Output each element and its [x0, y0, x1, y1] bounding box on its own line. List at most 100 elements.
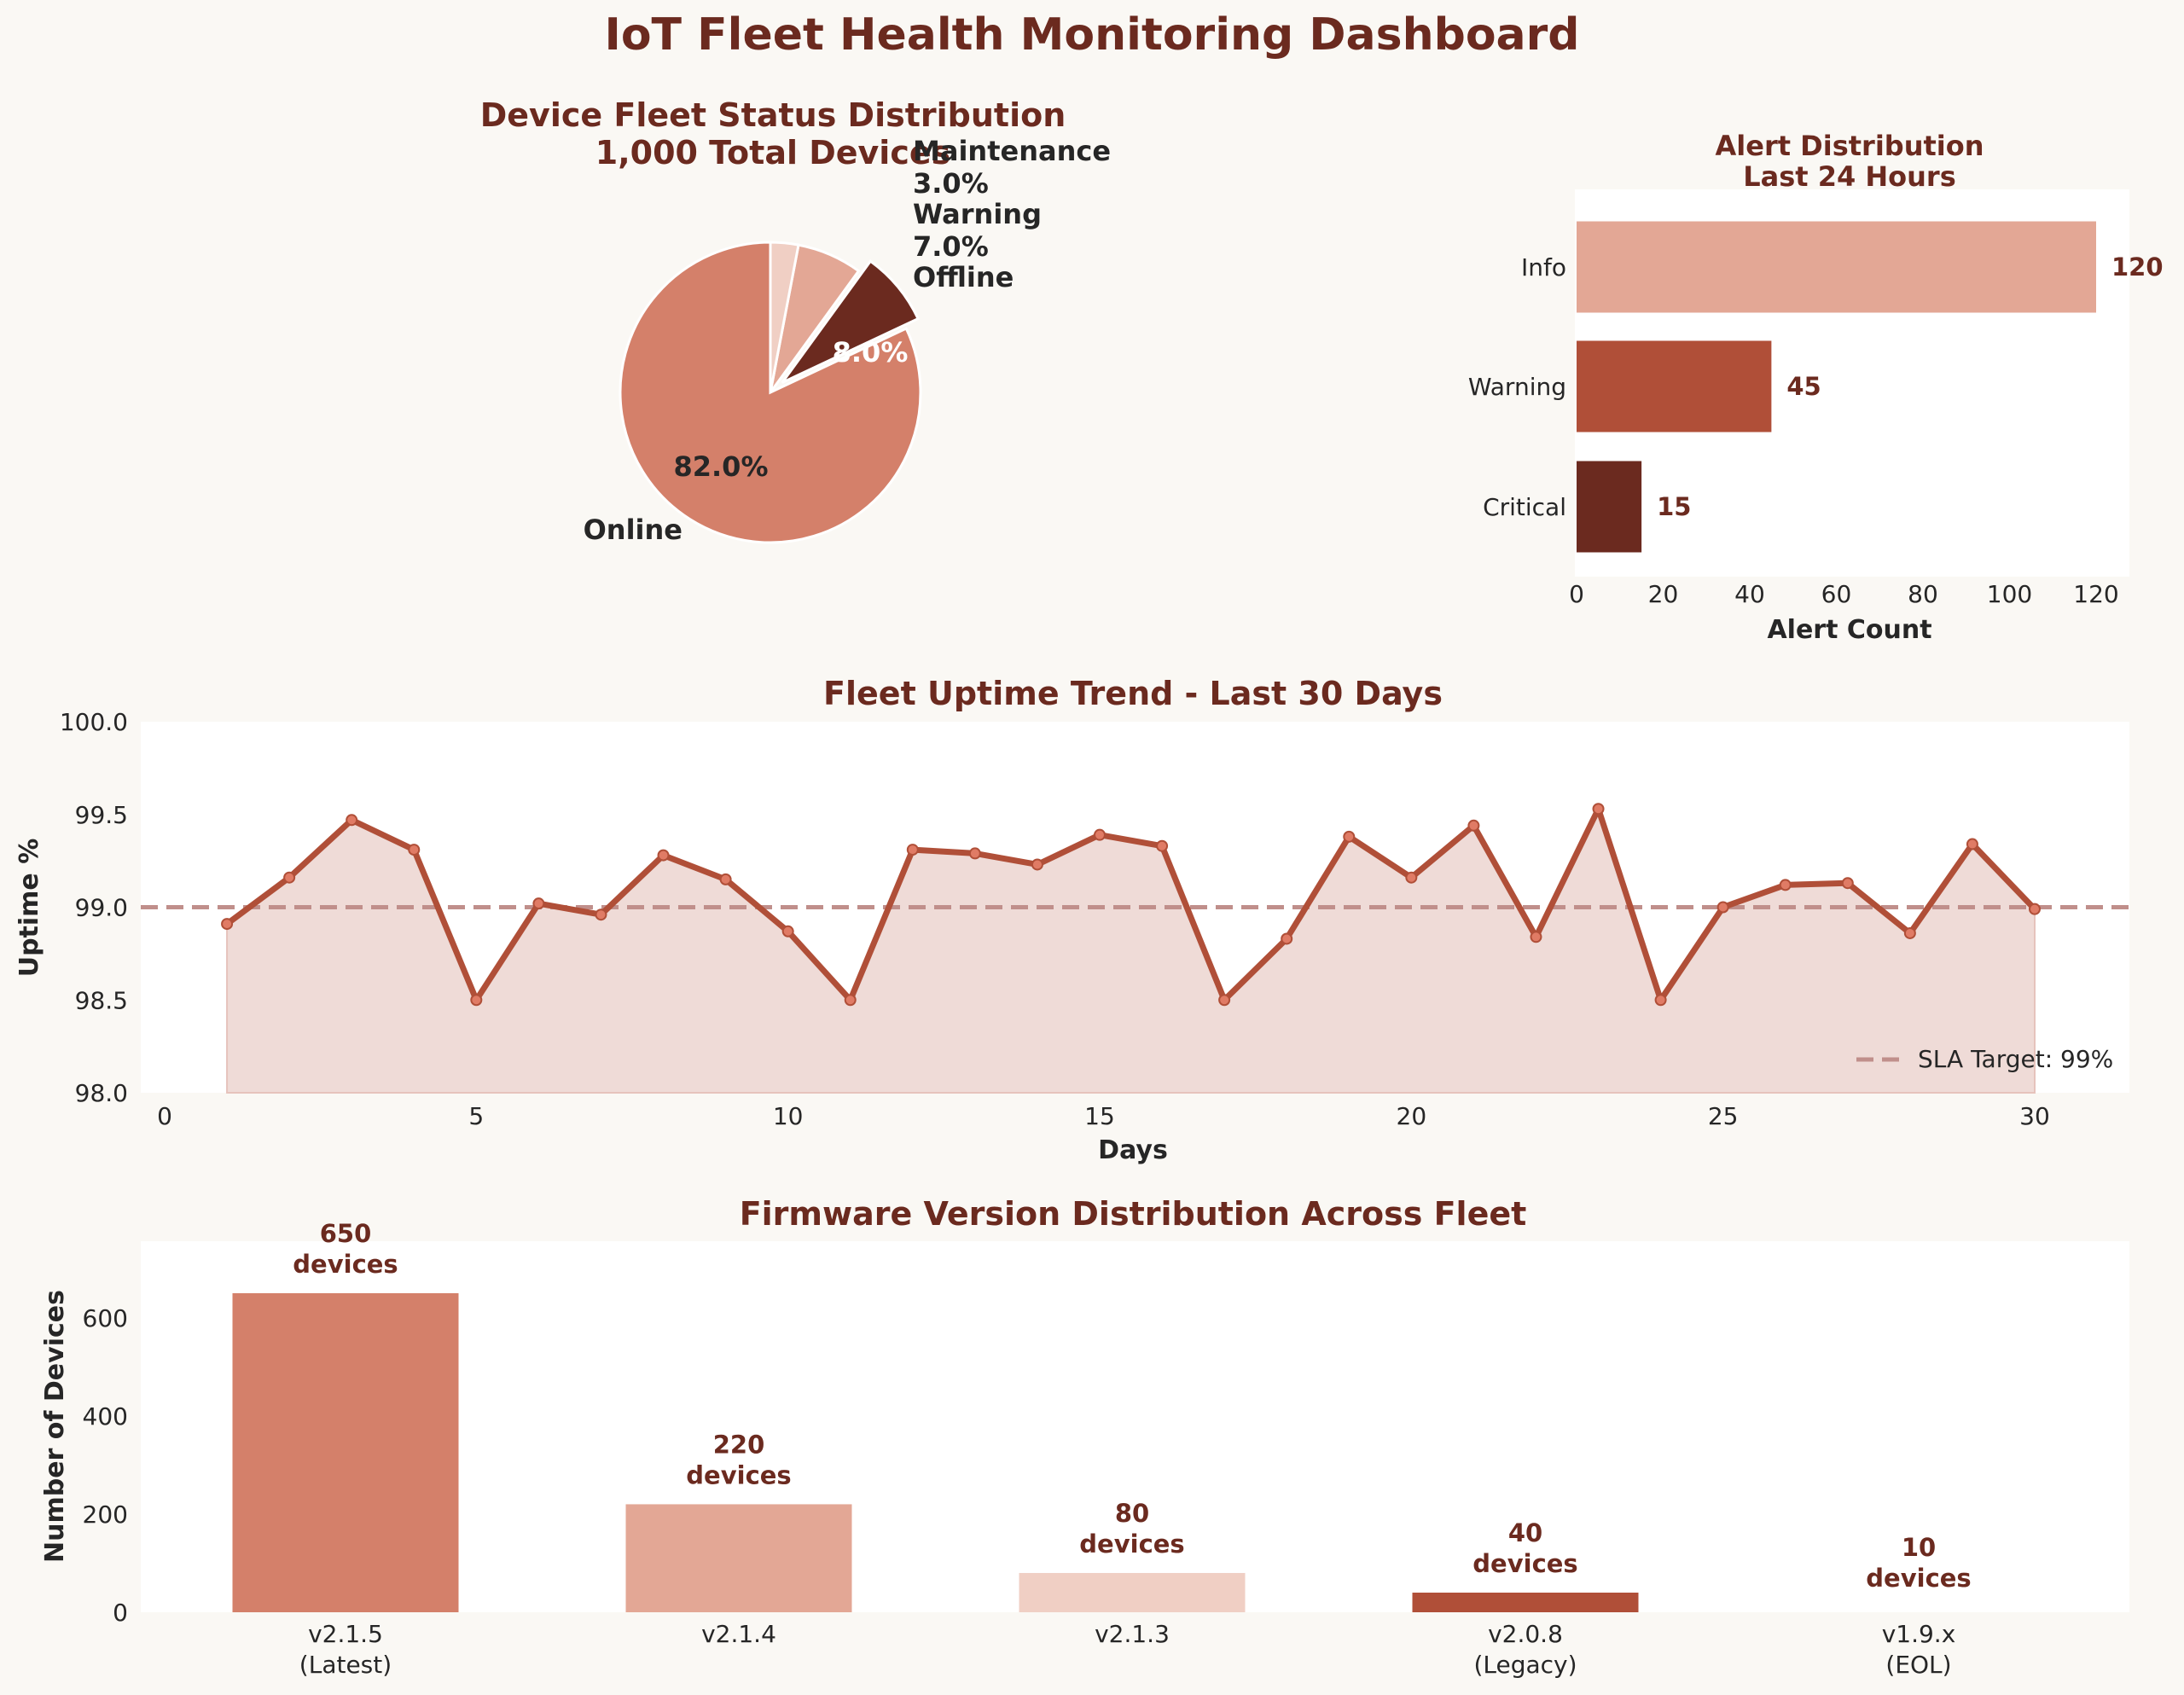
uptime-point-day-25 — [1716, 901, 1729, 914]
alert-category-label: Warning — [1468, 373, 1566, 401]
uptime-x-tick: 20 — [1397, 1102, 1427, 1130]
pie-label-online: Online — [584, 514, 682, 546]
firmware-category-label: (Latest) — [299, 1651, 392, 1679]
firmware-y-axis-label: Number of Devices — [40, 1290, 70, 1563]
alert-subtitle: Last 24 Hours — [1743, 160, 1956, 193]
uptime-point-day-3 — [346, 814, 358, 827]
pie-pct-warning: 7.0% — [913, 230, 989, 263]
uptime-point-day-11 — [844, 994, 857, 1007]
alert-distribution-chart: Alert Distribution Last 24 Hours Info 120… — [1468, 130, 2164, 645]
firmware-value-unit: devices — [293, 1250, 398, 1279]
pie-label-maintenance: Maintenance — [913, 135, 1111, 167]
firmware-value-unit: devices — [1866, 1564, 1971, 1593]
pie-slice-online — [619, 241, 922, 544]
firmware-y-tick: 600 — [83, 1304, 128, 1332]
uptime-point-day-19 — [1343, 830, 1356, 843]
uptime-y-tick: 98.0 — [75, 1079, 128, 1107]
pie-slice-maintenance — [769, 241, 800, 393]
uptime-point-day-12 — [906, 844, 919, 856]
uptime-point-day-30 — [2029, 903, 2041, 915]
firmware-value-label: 220 — [713, 1430, 765, 1459]
firmware-category-label: v2.1.3 — [1095, 1620, 1170, 1648]
alert-x-tick: 120 — [2073, 580, 2118, 608]
uptime-point-day-14 — [1031, 858, 1043, 871]
firmware-category-label: v1.9.x — [1882, 1620, 1956, 1648]
fleet-status-pie-chart: Device Fleet Status Distribution 1,000 T… — [480, 96, 1111, 546]
firmware-distribution-chart: Firmware Version Distribution Across Fle… — [40, 1195, 2129, 1679]
firmware-y-tick: 200 — [83, 1501, 128, 1529]
alert-bar-critical — [1577, 461, 1642, 553]
firmware-value-unit: devices — [1472, 1549, 1577, 1578]
firmware-value-unit: devices — [686, 1460, 791, 1489]
pie-pct-online: 82.0% — [673, 450, 768, 483]
alert-category-label: Critical — [1483, 493, 1566, 521]
firmware-value-label: 80 — [1115, 1499, 1149, 1528]
uptime-point-day-17 — [1218, 994, 1231, 1007]
alert-x-tick: 20 — [1648, 580, 1679, 608]
firmware-category-label: v2.1.5 — [308, 1620, 383, 1648]
pie-slice-offline — [781, 259, 921, 384]
uptime-point-day-1 — [221, 918, 234, 931]
firmware-y-tick: 400 — [83, 1402, 128, 1431]
firmware-title: Firmware Version Distribution Across Fle… — [740, 1195, 1527, 1233]
uptime-title: Fleet Uptime Trend - Last 30 Days — [823, 675, 1443, 712]
uptime-point-day-20 — [1405, 871, 1418, 884]
firmware-category-label: (Legacy) — [1473, 1651, 1577, 1679]
uptime-point-day-6 — [532, 897, 545, 910]
dashboard-title: IoT Fleet Health Monitoring Dashboard — [604, 9, 1579, 61]
firmware-y-tick: 0 — [113, 1599, 128, 1627]
uptime-point-day-15 — [1094, 828, 1106, 841]
uptime-point-day-9 — [719, 873, 732, 885]
uptime-point-day-7 — [595, 908, 607, 921]
pie-label-warning: Warning — [913, 198, 1042, 230]
firmware-value-label: 650 — [320, 1219, 372, 1248]
uptime-y-axis-label: Uptime % — [15, 839, 44, 978]
alert-x-tick: 60 — [1821, 580, 1852, 608]
pie-subtitle: 1,000 Total Devices — [595, 134, 951, 171]
uptime-point-day-18 — [1281, 932, 1293, 945]
uptime-point-day-21 — [1467, 819, 1480, 832]
alert-x-tick: 0 — [1569, 580, 1584, 608]
uptime-line — [224, 805, 2037, 1003]
alert-x-tick: 40 — [1734, 580, 1765, 608]
uptime-trend-chart: Fleet Uptime Trend - Last 30 Days 98.0 98… — [15, 675, 2129, 1165]
uptime-x-tick: 0 — [157, 1102, 172, 1130]
uptime-point-day-13 — [968, 847, 981, 860]
uptime-x-axis-label: Days — [1098, 1135, 1168, 1165]
alert-bar-warning — [1577, 340, 1772, 432]
uptime-point-day-23 — [1592, 803, 1605, 816]
firmware-value-unit: devices — [1079, 1530, 1184, 1559]
firmware-bar-4 — [1805, 1607, 2032, 1612]
uptime-x-tick: 5 — [468, 1102, 484, 1130]
alert-x-tick: 100 — [1987, 580, 2032, 608]
uptime-y-tick: 98.5 — [75, 986, 128, 1014]
firmware-bar-0 — [232, 1292, 459, 1612]
firmware-bar-3 — [1412, 1592, 1639, 1612]
pie-label-offline: Offline — [913, 261, 1014, 293]
alert-value-label: 45 — [1786, 372, 1821, 401]
pie-pct-maintenance: 3.0% — [913, 167, 989, 200]
uptime-x-tick: 30 — [2019, 1102, 2050, 1130]
legend-sla-label: SLA Target: 99% — [1918, 1045, 2113, 1073]
uptime-point-day-16 — [1156, 839, 1169, 852]
firmware-bar-1 — [625, 1504, 852, 1612]
firmware-value-label: 40 — [1508, 1518, 1542, 1547]
uptime-point-day-2 — [283, 871, 296, 884]
uptime-point-day-28 — [1903, 926, 1916, 939]
alert-x-axis-label: Alert Count — [1767, 615, 1931, 645]
alert-value-label: 15 — [1657, 492, 1691, 521]
firmware-bar-2 — [1019, 1572, 1246, 1612]
uptime-x-tick: 15 — [1084, 1102, 1115, 1130]
uptime-y-tick: 99.0 — [75, 894, 128, 922]
uptime-y-tick: 100.0 — [60, 708, 128, 736]
uptime-point-day-27 — [1841, 877, 1854, 890]
uptime-y-tick: 99.5 — [75, 801, 128, 829]
uptime-x-tick: 25 — [1708, 1102, 1739, 1130]
firmware-category-label: v2.0.8 — [1488, 1620, 1563, 1648]
alert-value-label: 120 — [2111, 253, 2164, 282]
alert-title: Alert Distribution — [1716, 130, 1984, 162]
uptime-x-tick: 10 — [773, 1102, 804, 1130]
firmware-value-label: 10 — [1902, 1533, 1936, 1562]
uptime-point-day-29 — [1966, 838, 1978, 850]
